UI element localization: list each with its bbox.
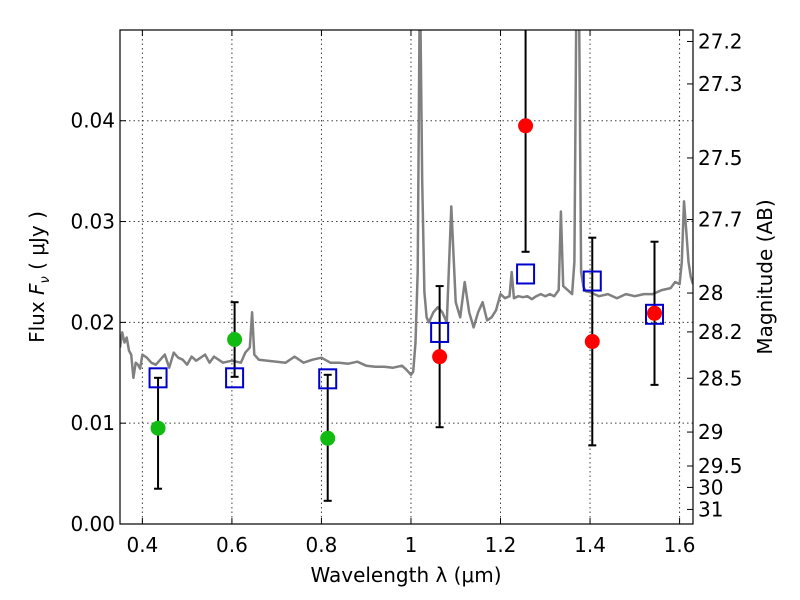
magnitude-tick-label: 27.7: [698, 208, 743, 232]
observed-flux-point: [320, 430, 336, 446]
magnitude-tick-label: 28.2: [698, 320, 743, 344]
magnitude-tick-label: 28.5: [698, 366, 743, 390]
y-axis-label-symbol: F: [25, 283, 49, 295]
x-tick-label: 1.6: [664, 533, 696, 557]
magnitude-tick-label: 27.5: [698, 146, 743, 170]
grid-lines: [120, 30, 693, 525]
plot-background: [120, 30, 693, 524]
x-tick-label: 1: [405, 533, 418, 557]
x-tick-label: 1.4: [574, 533, 606, 557]
data-markers: [148, 118, 665, 446]
model-photometry-point: [645, 303, 665, 325]
observed-flux-point: [227, 332, 243, 348]
magnitude-tick-label: 27.3: [698, 72, 743, 96]
y-tick-label: 0.00: [70, 512, 115, 536]
magnitude-axis-label: Magnitude (AB): [753, 199, 777, 354]
y-axis-ticks: 0.00 0.01 0.02 0.03 0.04: [70, 109, 126, 536]
observed-flux-point: [518, 118, 534, 134]
observed-flux-point: [647, 305, 663, 321]
magnitude-tick-label: 29: [698, 420, 723, 444]
plot-frame: [119, 29, 694, 525]
magnitude-tick-label: 27.2: [698, 29, 743, 53]
x-axis-ticks: 0.4 0.6 0.8 1 1.2 1.4 1.6: [126, 30, 695, 557]
x-axis-label: Wavelength λ (μm): [310, 563, 501, 587]
magnitude-tick-label: 29.5: [698, 454, 743, 478]
magnitude-tick-label: 28: [698, 281, 723, 305]
observed-flux-point: [150, 420, 166, 436]
magnitude-tick-label: 31: [698, 497, 723, 521]
model-photometry-point: [430, 321, 450, 343]
y-tick-label: 0.04: [70, 109, 115, 133]
magnitude-tick-label: 30: [698, 475, 723, 499]
y-axis-label-prefix: Flux: [25, 295, 49, 343]
y-axis-label-subscript: ν: [38, 276, 53, 283]
model-spectrum-line: [120, 30, 693, 380]
model-photometry-point: [318, 368, 338, 390]
model-photometry-point: [516, 263, 536, 285]
y-axis-label-suffix: ( μJy ): [25, 211, 49, 276]
x-tick-label: 0.6: [216, 533, 248, 557]
observed-flux-point: [432, 349, 448, 365]
y-tick-label: 0.03: [70, 210, 115, 234]
x-tick-label: 0.4: [126, 533, 158, 557]
y-tick-label: 0.02: [70, 310, 115, 334]
model-photometry-point: [582, 270, 602, 292]
x-tick-label: 1.2: [485, 533, 517, 557]
model-photometry-point: [148, 367, 168, 389]
x-tick-label: 0.8: [306, 533, 338, 557]
model-photometry-point: [225, 367, 245, 389]
observed-flux-point: [584, 334, 600, 350]
y-tick-label: 0.01: [70, 411, 115, 435]
y-axis-label: Flux Fν ( μJy ): [25, 211, 53, 343]
